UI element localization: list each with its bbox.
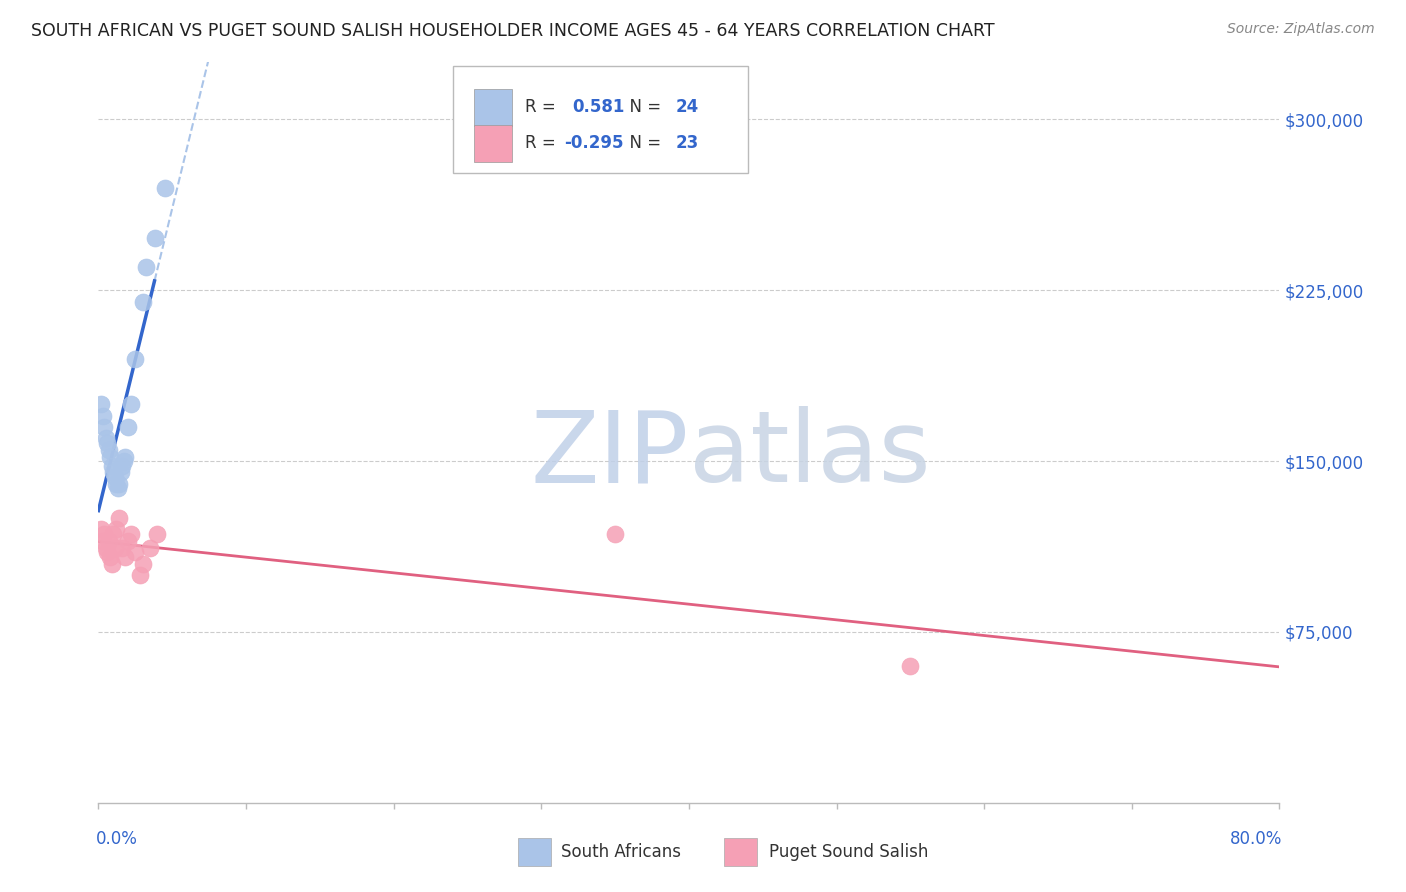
Text: Source: ZipAtlas.com: Source: ZipAtlas.com — [1227, 22, 1375, 37]
Point — [90, 523, 112, 537]
Point — [114, 450, 136, 464]
Point — [105, 476, 128, 491]
Point — [100, 458, 122, 473]
Bar — [724, 838, 758, 866]
Point — [111, 458, 134, 473]
Point — [94, 541, 117, 555]
Text: 23: 23 — [676, 134, 699, 153]
Point — [117, 420, 139, 434]
Text: N =: N = — [619, 134, 666, 153]
Point — [108, 511, 131, 525]
Point — [97, 442, 120, 457]
Point — [117, 533, 139, 548]
Point — [100, 557, 122, 571]
Text: 24: 24 — [676, 98, 699, 116]
Text: -0.295: -0.295 — [564, 134, 623, 153]
Point — [96, 435, 118, 450]
FancyBboxPatch shape — [474, 88, 512, 126]
Bar — [517, 838, 551, 866]
Point — [605, 527, 627, 541]
Point — [91, 533, 114, 548]
Point — [114, 549, 136, 564]
Point — [91, 409, 114, 423]
Point — [108, 476, 131, 491]
Point — [105, 523, 128, 537]
Point — [97, 533, 120, 548]
Point — [120, 527, 142, 541]
Point — [103, 527, 125, 541]
Point — [103, 466, 125, 480]
Text: R =: R = — [524, 134, 561, 153]
Point — [93, 420, 115, 434]
Text: 0.581: 0.581 — [572, 98, 624, 116]
Point — [112, 454, 135, 468]
Point — [153, 180, 176, 194]
FancyBboxPatch shape — [453, 66, 748, 173]
Point — [94, 431, 117, 445]
Point — [139, 541, 162, 555]
Text: SOUTH AFRICAN VS PUGET SOUND SALISH HOUSEHOLDER INCOME AGES 45 - 64 YEARS CORREL: SOUTH AFRICAN VS PUGET SOUND SALISH HOUS… — [31, 22, 994, 40]
Point — [900, 659, 922, 673]
Text: N =: N = — [619, 98, 666, 116]
Text: South Africans: South Africans — [561, 843, 682, 861]
Point — [132, 557, 155, 571]
Point — [143, 231, 166, 245]
Point — [111, 541, 134, 555]
Point — [96, 545, 118, 559]
Point — [110, 466, 132, 480]
Text: Puget Sound Salish: Puget Sound Salish — [769, 843, 928, 861]
Point — [124, 351, 146, 366]
Point — [98, 450, 121, 464]
Point — [135, 260, 157, 275]
Point — [98, 549, 121, 564]
Point — [107, 482, 129, 496]
Point — [104, 541, 127, 555]
Text: ZIP: ZIP — [530, 407, 689, 503]
Point — [124, 545, 146, 559]
Point — [146, 527, 169, 541]
Point — [104, 470, 127, 484]
Text: atlas: atlas — [689, 407, 931, 503]
Text: 80.0%: 80.0% — [1229, 830, 1282, 847]
Text: R =: R = — [524, 98, 561, 116]
Point — [120, 397, 142, 411]
Text: 0.0%: 0.0% — [96, 830, 138, 847]
Point — [93, 527, 115, 541]
FancyBboxPatch shape — [474, 125, 512, 161]
Point — [132, 294, 155, 309]
Point — [90, 397, 112, 411]
Point — [128, 568, 150, 582]
